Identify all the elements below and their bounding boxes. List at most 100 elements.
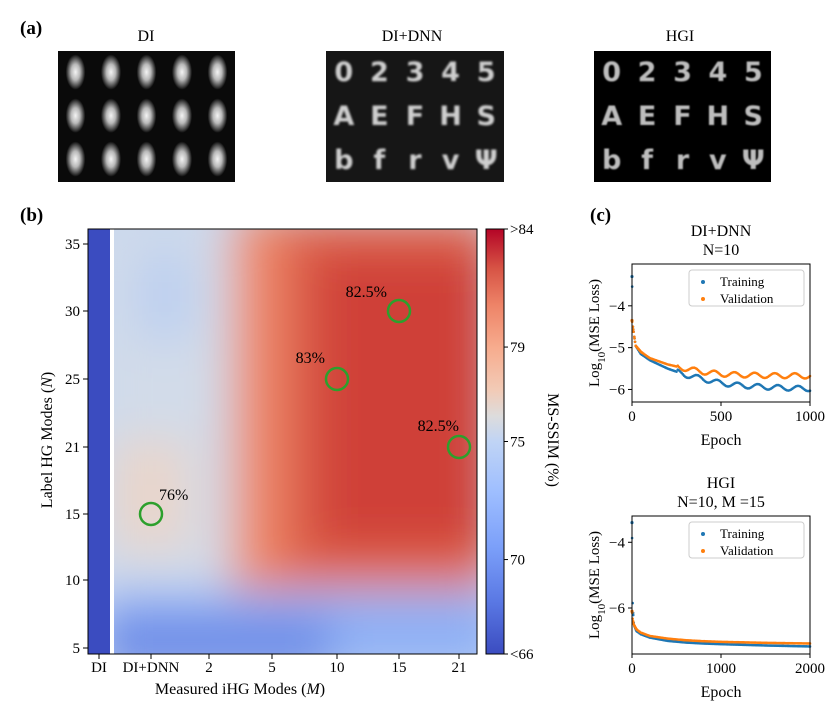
- annotation-label: 83%: [296, 350, 325, 367]
- glyph-cell: S: [736, 95, 771, 139]
- legend: Training Validation: [688, 521, 805, 559]
- glyph-char: E: [370, 100, 389, 132]
- data-point: [635, 628, 639, 631]
- legend-marker: [701, 280, 705, 284]
- glyph-cell: 4: [432, 51, 469, 95]
- glyph-char: 0: [602, 57, 622, 89]
- glyph-cell: H: [432, 94, 469, 139]
- heatmap-ylabel: Label HG Modes (N): [39, 372, 56, 508]
- x-axis-label: Epoch: [701, 432, 742, 449]
- glyph-char: 3: [405, 57, 425, 89]
- y-tick-label: 30: [65, 304, 80, 320]
- y-tick-label: −5: [609, 341, 625, 357]
- data-point: [633, 335, 636, 339]
- legend-marker: [701, 532, 705, 536]
- plot-subtitle: N=10: [703, 242, 740, 259]
- legend-label: Training: [720, 274, 765, 289]
- x-tick-label: 15: [392, 660, 407, 676]
- series-validation: [630, 318, 812, 380]
- series-validation: [630, 609, 812, 645]
- glyph-char: 5: [476, 57, 496, 89]
- glyph-cell: F: [397, 94, 433, 139]
- glyph-cell: v: [700, 138, 735, 182]
- x-axis-label: Epoch: [701, 684, 742, 701]
- series-training: [630, 520, 812, 648]
- y-tick-label: −4: [609, 299, 625, 315]
- series-training: [630, 274, 812, 393]
- glyph-cell: f: [629, 138, 664, 182]
- colorbar-tick-label: >84: [510, 222, 534, 238]
- glyph-cell: 3: [397, 51, 433, 95]
- glyph-char: 4: [708, 57, 728, 89]
- glyph-cell: r: [397, 138, 433, 182]
- y-tick-label: −6: [609, 601, 625, 617]
- di-blob-cell: [93, 51, 129, 95]
- di-blob-cell: [164, 138, 200, 182]
- plot-title: DI+DNN: [691, 223, 752, 240]
- glyph-char: F: [405, 100, 425, 132]
- legend-box: [688, 269, 805, 307]
- di-blob-cell: [199, 51, 235, 95]
- di-dnn-title: DI+DNN: [381, 28, 443, 45]
- panel-b-label: (b): [20, 205, 44, 226]
- glyph-cell: Ψ: [736, 138, 771, 182]
- colorbar-label: MS-SSIM (%): [544, 393, 561, 487]
- glyph-char: A: [601, 100, 623, 132]
- colorbar: [485, 228, 505, 655]
- di-blob-cell: [164, 94, 200, 139]
- colorbar-tick-label: <66: [510, 647, 534, 663]
- glyph-cell: A: [594, 95, 629, 139]
- glyph-cell: 3: [665, 51, 700, 95]
- glyph-char: A: [333, 100, 355, 132]
- glyph-char: 2: [369, 57, 389, 89]
- data-point: [633, 340, 637, 344]
- colorbar-tick-label: 79: [510, 340, 525, 356]
- glyph-char: 2: [637, 57, 657, 89]
- glyph-char: 4: [441, 57, 461, 89]
- highlight-circle: [446, 434, 472, 460]
- colorbar-tick-label: 75: [510, 435, 525, 451]
- highlight-circle: [386, 298, 412, 324]
- panel-a-label: (a): [20, 18, 43, 39]
- y-tick-label: 10: [65, 573, 80, 589]
- di-blob-cell: [58, 138, 94, 182]
- annotation-label: 82.5%: [346, 284, 387, 301]
- glyph-cell: b: [326, 138, 362, 182]
- glyph-char: F: [673, 100, 692, 132]
- legend-marker: [701, 297, 705, 301]
- glyph-cell: E: [361, 94, 398, 139]
- di-blob-cell: [93, 94, 129, 139]
- data-point: [632, 330, 635, 334]
- glyph-char: Ψ: [741, 144, 765, 176]
- annotation-label: 82.5%: [418, 418, 459, 435]
- x-tick-label: 1000: [706, 661, 736, 677]
- di-blob-cell: [128, 51, 165, 95]
- legend-box: [688, 521, 805, 559]
- x-tick-label: DI+DNN: [123, 660, 180, 676]
- heatmap-xlabel: Measured iHG Modes (M): [155, 681, 325, 698]
- glyph-cell: f: [361, 138, 398, 182]
- glyph-cell: F: [665, 95, 700, 139]
- x-tick-label: 2: [205, 660, 213, 676]
- data-point: [675, 370, 678, 373]
- glyph-char: v: [709, 144, 727, 176]
- y-tick-label: −4: [609, 535, 625, 551]
- glyph-char: 5: [743, 57, 763, 89]
- y-tick-label: 15: [65, 507, 80, 523]
- y-tick-label: 25: [65, 372, 80, 388]
- heatmap-cells: [114, 229, 477, 654]
- data-point: [640, 351, 644, 354]
- glyph-char: v: [441, 144, 460, 176]
- glyph-cell: Ψ: [468, 138, 504, 182]
- glyph-char: b: [334, 144, 354, 176]
- x-tick-label: DI: [91, 660, 107, 676]
- di-blob-cell: [164, 51, 200, 95]
- data-point: [631, 620, 635, 623]
- glyph-char: r: [408, 144, 422, 176]
- glyph-cell: 0: [594, 51, 629, 95]
- di-reconstruction-image: [58, 51, 235, 182]
- glyph-char: r: [675, 144, 690, 176]
